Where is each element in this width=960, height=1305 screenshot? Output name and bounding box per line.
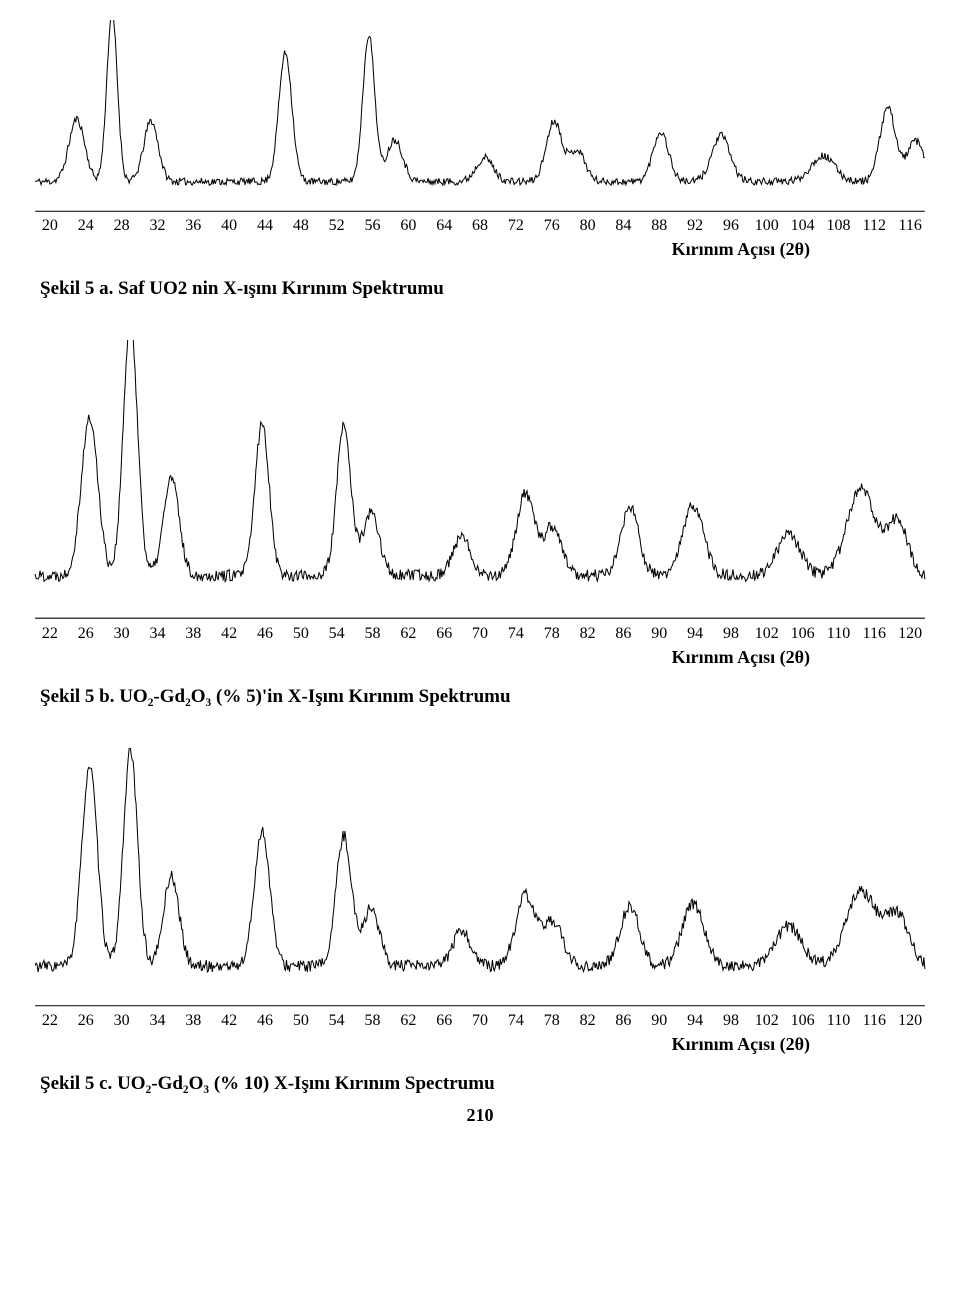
axis-tick: 78 — [534, 625, 570, 643]
axis-tick: 40 — [211, 217, 247, 235]
axis-tick: 22 — [32, 625, 68, 643]
axis-tick: 62 — [390, 1012, 426, 1030]
axis-tick: 46 — [247, 625, 283, 643]
axis-tick: 56 — [355, 217, 391, 235]
caption-a: Şekil 5 a. Saf UO2 nin X-ışını Kırınım S… — [30, 278, 930, 300]
axis-tick: 82 — [570, 625, 606, 643]
page-number: 210 — [30, 1105, 930, 1126]
axis-tick: 116 — [856, 625, 892, 643]
caption-b-prefix: Şekil 5 b. — [40, 686, 119, 707]
axis-tick: 102 — [749, 625, 785, 643]
axis-tick: 30 — [104, 1012, 140, 1030]
axis-tick: 34 — [140, 1012, 176, 1030]
axis-tick: 36 — [175, 217, 211, 235]
axis-tick: 50 — [283, 625, 319, 643]
axis-tick: 98 — [713, 625, 749, 643]
axis-tick: 38 — [175, 625, 211, 643]
axis-tick: 84 — [606, 217, 642, 235]
axis-tick: 102 — [749, 1012, 785, 1030]
caption-c-body: UO₂-Gd₂O₃ (% 10) X-Işını Kırınım Spectru… — [117, 1073, 495, 1094]
axis-tick: 88 — [641, 217, 677, 235]
axis-tick: 50 — [283, 1012, 319, 1030]
axis-tick: 26 — [68, 625, 104, 643]
axis-tick: 110 — [821, 1012, 857, 1030]
caption-b-body: UO₂-Gd₂O₃ (% 5)'in X-Işını Kırınım Spekt… — [119, 686, 510, 707]
axis-tick: 110 — [821, 625, 857, 643]
axis-tick: 72 — [498, 217, 534, 235]
axis-tick: 42 — [211, 625, 247, 643]
axis-tick: 106 — [785, 1012, 821, 1030]
axis-tick: 62 — [390, 625, 426, 643]
axis-ticks-b: 2226303438424650545862667074788286909498… — [30, 625, 930, 643]
axis-tick: 94 — [677, 625, 713, 643]
axis-tick: 28 — [104, 217, 140, 235]
axis-tick: 74 — [498, 1012, 534, 1030]
axis-tick: 100 — [749, 217, 785, 235]
axis-tick: 112 — [856, 217, 892, 235]
figure-a: 2024283236404448525660646872768084889296… — [30, 20, 930, 300]
figure-b: 2226303438424650545862667074788286909498… — [30, 340, 930, 707]
axis-tick: 46 — [247, 1012, 283, 1030]
axis-tick: 26 — [68, 1012, 104, 1030]
axis-tick: 78 — [534, 1012, 570, 1030]
axis-tick: 120 — [892, 1012, 928, 1030]
caption-c-prefix: Şekil 5 c. — [40, 1073, 117, 1094]
axis-tick: 74 — [498, 625, 534, 643]
axis-tick: 90 — [641, 625, 677, 643]
caption-b: Şekil 5 b. UO₂-Gd₂O₃ (% 5)'in X-Işını Kı… — [30, 686, 930, 708]
axis-tick: 24 — [68, 217, 104, 235]
axis-tick: 32 — [140, 217, 176, 235]
axis-tick: 66 — [426, 625, 462, 643]
axis-tick: 52 — [319, 217, 355, 235]
axis-tick: 86 — [606, 1012, 642, 1030]
axis-tick: 42 — [211, 1012, 247, 1030]
axis-tick: 98 — [713, 1012, 749, 1030]
axis-tick: 94 — [677, 1012, 713, 1030]
axis-tick: 30 — [104, 625, 140, 643]
axis-tick: 64 — [426, 217, 462, 235]
axis-tick: 68 — [462, 217, 498, 235]
axis-tick: 34 — [140, 625, 176, 643]
axis-tick: 22 — [32, 1012, 68, 1030]
axis-tick: 80 — [570, 217, 606, 235]
axis-tick: 120 — [892, 625, 928, 643]
caption-a-prefix: Şekil 5 a. — [40, 278, 118, 299]
axis-tick: 106 — [785, 625, 821, 643]
axis-tick: 60 — [390, 217, 426, 235]
axis-tick: 108 — [821, 217, 857, 235]
axis-tick: 116 — [892, 217, 928, 235]
axis-tick: 70 — [462, 1012, 498, 1030]
figure-c: 2226303438424650545862667074788286909498… — [30, 748, 930, 1126]
axis-tick: 58 — [355, 625, 391, 643]
axis-tick: 54 — [319, 625, 355, 643]
axis-tick: 92 — [677, 217, 713, 235]
axis-tick: 96 — [713, 217, 749, 235]
axis-tick: 66 — [426, 1012, 462, 1030]
axis-tick: 38 — [175, 1012, 211, 1030]
axis-tick: 70 — [462, 625, 498, 643]
axis-tick: 48 — [283, 217, 319, 235]
spectrum-plot-b — [30, 340, 930, 626]
axis-tick: 44 — [247, 217, 283, 235]
axis-label-a: Kırınım Açısı (2θ) — [30, 239, 930, 260]
spectrum-plot-a — [30, 20, 930, 219]
axis-tick: 86 — [606, 625, 642, 643]
axis-tick: 90 — [641, 1012, 677, 1030]
axis-tick: 20 — [32, 217, 68, 235]
axis-ticks-c: 2226303438424650545862667074788286909498… — [30, 1012, 930, 1030]
axis-tick: 116 — [856, 1012, 892, 1030]
axis-tick: 104 — [785, 217, 821, 235]
spectrum-plot-c — [30, 748, 930, 1014]
caption-a-body: Saf UO2 nin X-ışını Kırınım Spektrumu — [118, 278, 444, 299]
caption-c: Şekil 5 c. UO₂-Gd₂O₃ (% 10) X-Işını Kırı… — [30, 1073, 930, 1095]
axis-ticks-a: 2024283236404448525660646872768084889296… — [30, 217, 930, 235]
axis-label-b: Kırınım Açısı (2θ) — [30, 647, 930, 668]
axis-tick: 58 — [355, 1012, 391, 1030]
axis-tick: 54 — [319, 1012, 355, 1030]
axis-label-c: Kırınım Açısı (2θ) — [30, 1034, 930, 1055]
axis-tick: 82 — [570, 1012, 606, 1030]
axis-tick: 76 — [534, 217, 570, 235]
